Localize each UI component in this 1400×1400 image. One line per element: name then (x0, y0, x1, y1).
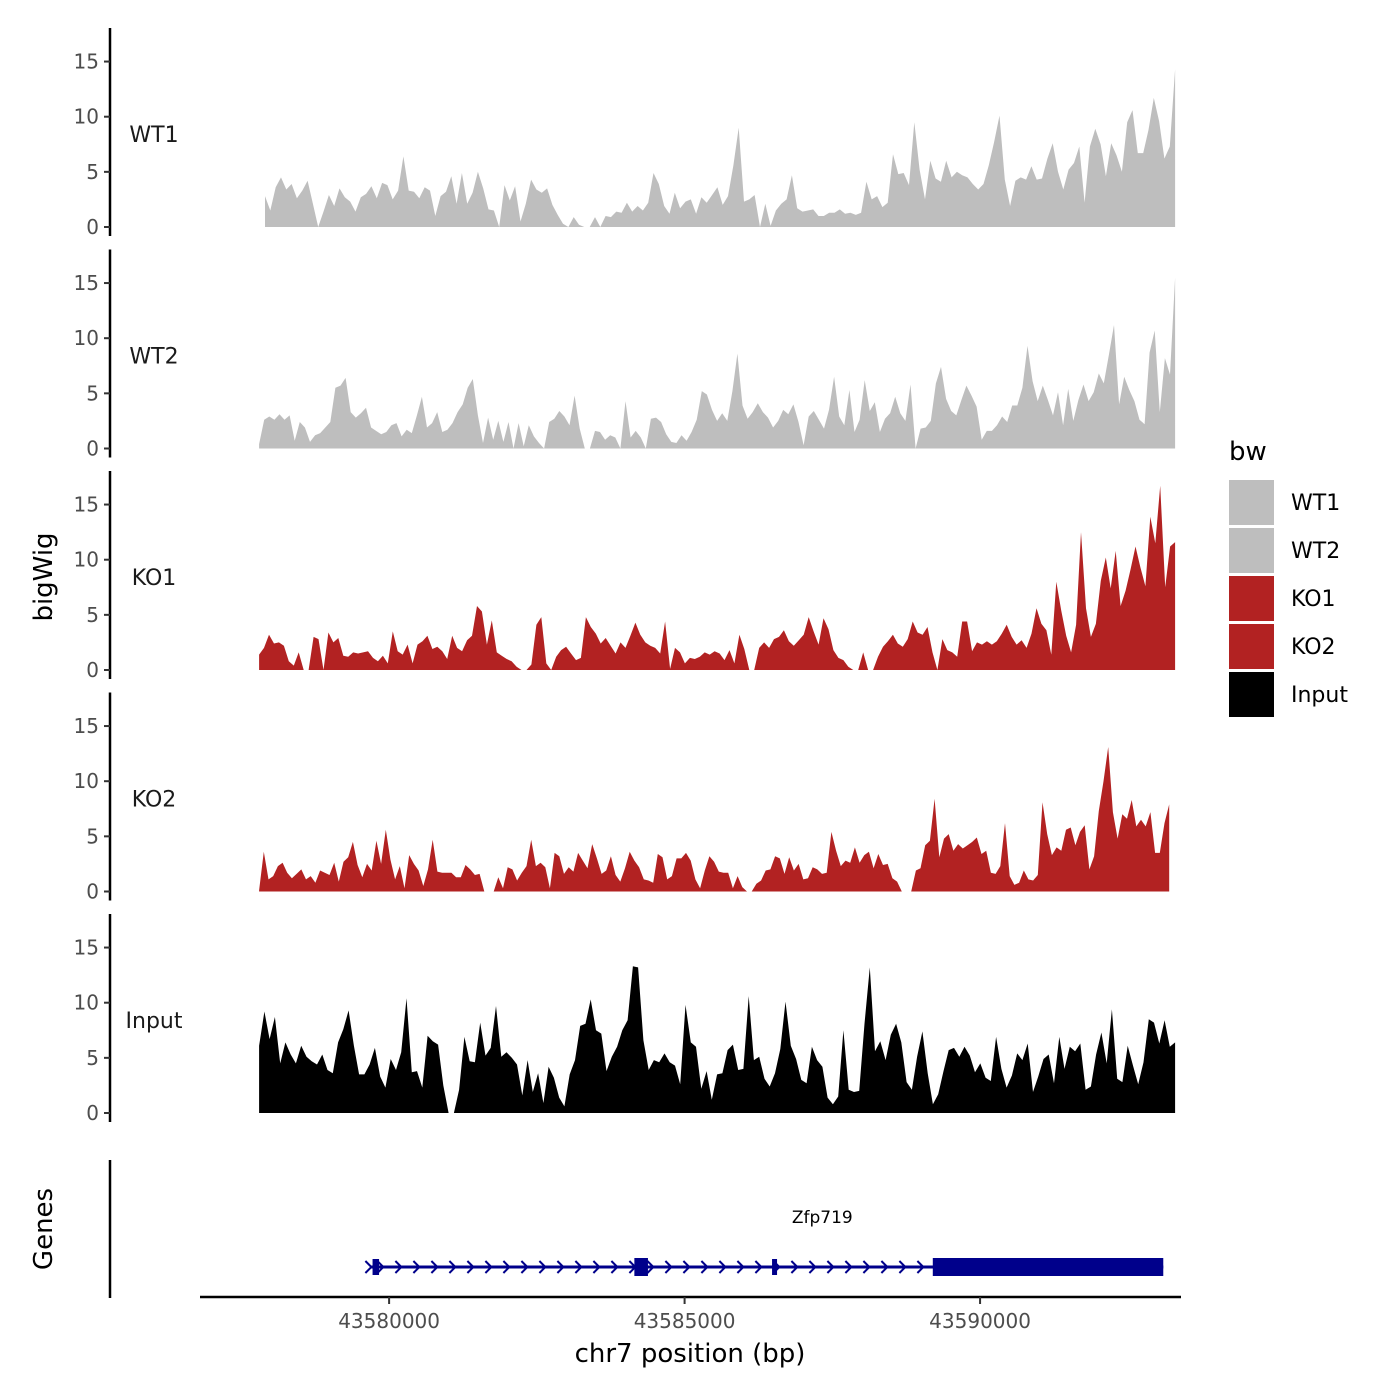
y-tick-label: 15 (74, 936, 99, 960)
gene-exon (772, 1259, 778, 1275)
strand-chevron (592, 1260, 601, 1274)
track-wt1: 0 5 10 15 WT1 (74, 28, 1176, 239)
signal-area-ko2 (259, 747, 1170, 892)
legend-item-ko2: KO2 (1229, 624, 1336, 669)
track-ko1: 0 5 10 15 KO1 (74, 471, 1176, 682)
y-tick-label: 0 (86, 1101, 99, 1125)
legend-label: Input (1291, 683, 1348, 708)
y-tick-label: 0 (86, 437, 99, 461)
genes-layer: Zfp719 (108, 1160, 1164, 1298)
gene-exon (932, 1258, 1164, 1276)
y-tick-label: 0 (86, 880, 99, 904)
y-tick-label: 15 (74, 271, 99, 295)
y-tick-label: 0 (86, 658, 99, 682)
strand-chevron (880, 1260, 889, 1274)
legend-swatch (1229, 624, 1274, 669)
strand-chevron (448, 1260, 457, 1274)
strand-chevron (394, 1260, 403, 1274)
strand-chevron (718, 1260, 727, 1274)
track-wt2: 0 5 10 15 WT2 (74, 249, 1176, 461)
strand-chevron (862, 1260, 871, 1274)
legend-title: bw (1229, 437, 1267, 467)
strand-chevron (700, 1260, 709, 1274)
strand-chevron (664, 1260, 673, 1274)
gene-exon (634, 1258, 648, 1276)
legend-item-wt1: WT1 (1229, 480, 1340, 525)
signal-area-wt2 (259, 277, 1176, 449)
tracks-layer: 0 5 10 15 WT1 0 5 10 15 WT2 0 5 10 15 KO1 0 5 10 15 KO2 0 5 10… (74, 28, 1176, 1125)
signal-area-ko1 (259, 485, 1176, 670)
track-label: WT2 (129, 345, 178, 370)
legend-item-ko1: KO1 (1229, 576, 1336, 621)
strand-chevron (412, 1260, 421, 1274)
strand-chevron (736, 1260, 745, 1274)
signal-area-input (259, 966, 1176, 1113)
strand-chevron (484, 1260, 493, 1274)
track-label: KO1 (132, 566, 177, 591)
strand-chevron (916, 1260, 925, 1274)
track-label: Input (126, 1009, 183, 1034)
strand-chevron (808, 1260, 817, 1274)
legend-label: WT1 (1291, 491, 1340, 516)
x-axis: 43580000 43585000 43590000 (200, 1295, 1181, 1333)
strand-chevron (682, 1260, 691, 1274)
y-axis-title-bigwig: bigWig (29, 532, 59, 621)
y-tick-label: 5 (86, 1046, 99, 1070)
legend: bw WT1 WT2 KO1 KO2 Input (1229, 437, 1348, 717)
strand-chevron (502, 1260, 511, 1274)
legend-label: KO1 (1291, 587, 1336, 612)
gene-label: Zfp719 (792, 1208, 853, 1228)
strand-chevron (520, 1260, 529, 1274)
strand-chevron (646, 1260, 655, 1274)
track-input: 0 5 10 15 Input (74, 914, 1176, 1125)
y-tick-label: 15 (74, 714, 99, 738)
y-tick-label: 15 (74, 493, 99, 517)
legend-swatch (1229, 576, 1274, 621)
strand-chevron (610, 1260, 619, 1274)
y-tick-label: 5 (86, 603, 99, 627)
track-ko2: 0 5 10 15 KO2 (74, 692, 1170, 904)
y-tick-label: 15 (74, 50, 99, 74)
y-axis-title-genes: Genes (29, 1188, 59, 1270)
strand-chevron (430, 1260, 439, 1274)
legend-item-wt2: WT2 (1229, 528, 1340, 573)
strand-chevron (574, 1260, 583, 1274)
x-tick-label: 43580000 (338, 1309, 440, 1333)
legend-label: KO2 (1291, 635, 1336, 660)
strand-chevron (790, 1260, 799, 1274)
strand-chevron (826, 1260, 835, 1274)
strand-chevron (898, 1260, 907, 1274)
legend-swatch (1229, 672, 1274, 717)
legend-swatch (1229, 528, 1274, 573)
legend-swatch (1229, 480, 1274, 525)
y-tick-label: 10 (74, 991, 99, 1015)
track-label: WT1 (129, 123, 178, 148)
track-label: KO2 (132, 788, 177, 813)
strand-chevron (376, 1260, 385, 1274)
gene-exon (372, 1259, 380, 1275)
y-tick-label: 0 (86, 215, 99, 239)
gene-zfp719: Zfp719 (364, 1208, 1164, 1276)
y-tick-label: 5 (86, 160, 99, 184)
signal-area-wt1 (265, 69, 1176, 227)
strand-chevron (364, 1260, 373, 1274)
strand-chevron (466, 1260, 475, 1274)
strand-chevron (754, 1260, 763, 1274)
y-tick-label: 5 (86, 824, 99, 848)
y-tick-label: 10 (74, 105, 99, 129)
strand-chevron (538, 1260, 547, 1274)
x-tick-label: 43590000 (929, 1309, 1031, 1333)
y-tick-label: 10 (74, 548, 99, 572)
strand-chevron (844, 1260, 853, 1274)
legend-item-input: Input (1229, 672, 1348, 717)
x-axis-title: chr7 position (bp) (575, 1339, 806, 1369)
x-tick-label: 43585000 (634, 1309, 736, 1333)
y-tick-label: 10 (74, 769, 99, 793)
legend-label: WT2 (1291, 539, 1340, 564)
y-tick-label: 10 (74, 326, 99, 350)
y-tick-label: 5 (86, 381, 99, 405)
strand-chevron (556, 1260, 565, 1274)
